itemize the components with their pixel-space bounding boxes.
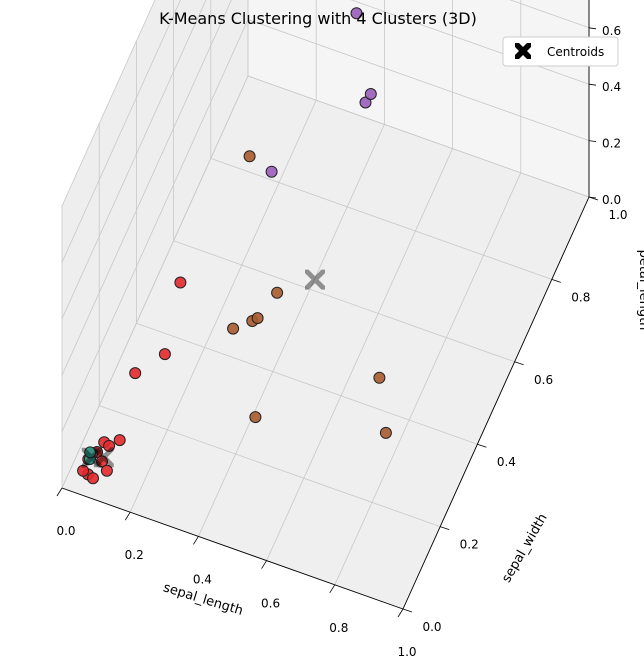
axes-panes <box>62 0 589 609</box>
grid-line <box>247 75 590 198</box>
grid-line <box>136 322 478 445</box>
x-tick <box>261 560 267 569</box>
tick-labels: 0.0 0.0 0.0 0.2 0.2 0.2 0.4 0.4 0.4 0.6 0.6 0.6 0.8 0… <box>56 24 627 658</box>
x-tick <box>193 536 199 545</box>
data-points <box>77 7 392 485</box>
data-point-cluster-purple <box>364 88 377 100</box>
y-tick-label: 0.4 <box>497 455 516 469</box>
grid-line <box>334 172 522 585</box>
y-tick-label: 0.6 <box>534 373 553 387</box>
data-point-cluster-purple <box>359 96 372 109</box>
data-point-cluster-brown <box>249 411 262 424</box>
y-axis-label: sepal_width <box>499 511 550 585</box>
data-point-cluster-purple <box>265 165 278 178</box>
legend: Centroids <box>502 36 619 67</box>
data-point-cluster-red <box>77 464 90 477</box>
z-tick <box>588 83 597 86</box>
y-tick <box>440 526 450 530</box>
data-point-cluster-brown <box>227 322 240 335</box>
data-point-cluster-red <box>103 439 116 452</box>
pane-floor <box>62 76 589 609</box>
y-tick <box>588 196 599 201</box>
data-point-cluster-brown <box>243 150 256 163</box>
data-point-cluster-purple <box>350 7 363 20</box>
centroid-marker <box>81 447 102 468</box>
grid-line <box>509 0 590 29</box>
y-tick-label: 0.0 <box>422 620 441 634</box>
z-tick <box>588 140 597 142</box>
grid-line <box>129 100 317 513</box>
centroid-marker <box>305 269 325 290</box>
data-point-cluster-red <box>129 367 142 380</box>
x-tick <box>56 487 63 497</box>
legend-box <box>502 36 619 67</box>
x-tick-label: 0.6 <box>261 597 280 611</box>
z-tick-label: 0.0 <box>602 193 621 207</box>
y-tick <box>514 361 524 366</box>
grid-line <box>61 0 156 207</box>
data-point-cluster-brown <box>373 371 386 384</box>
grid-line <box>61 75 249 489</box>
y-tick <box>551 279 561 283</box>
x-tick <box>124 511 131 521</box>
z-tick <box>588 27 597 30</box>
legend-centroid-marker <box>515 43 531 59</box>
grid-line <box>61 0 207 319</box>
data-point-cluster-red <box>113 434 126 447</box>
data-point-cluster-red <box>87 472 99 485</box>
y-tick-label: 0.2 <box>460 538 479 552</box>
x-tick-label: 1.0 <box>397 645 416 658</box>
grid-line <box>198 124 385 537</box>
z-tick-label: 0.4 <box>602 80 621 94</box>
z-axis-label: petal_length <box>636 250 644 331</box>
grid-line <box>61 0 232 376</box>
grid-line <box>173 240 515 363</box>
grid-line <box>61 0 181 263</box>
legend-centroids-label: Centroids <box>547 45 604 59</box>
x-axis-line <box>61 487 404 610</box>
z-tick-label: 0.6 <box>602 24 621 38</box>
grid-line <box>247 19 590 141</box>
y-axis-line <box>402 196 590 610</box>
grid-line <box>210 158 552 280</box>
z-tick-label: 0.2 <box>602 137 621 151</box>
data-point-cluster-red <box>100 464 113 477</box>
grid-line <box>99 405 441 527</box>
x-tick <box>397 608 404 618</box>
chart-title: K-Means Clustering with 4 Clusters (3D) <box>159 9 477 28</box>
x-tick-label: 0.4 <box>193 572 212 586</box>
grid-line <box>266 148 453 561</box>
y-tick <box>402 608 413 613</box>
data-point-cluster-red <box>158 348 171 361</box>
y-tick-label: 1.0 <box>608 208 627 222</box>
data-point-cluster-teal <box>84 446 97 459</box>
y-tick <box>477 443 487 448</box>
centroid-marker <box>93 447 114 468</box>
data-point-cluster-brown <box>251 312 264 325</box>
x-tick <box>329 584 336 594</box>
data-point-cluster-red <box>174 276 187 289</box>
x-tick-label: 0.0 <box>56 524 75 538</box>
grid-line <box>61 19 249 432</box>
data-point-cluster-brown <box>271 286 284 299</box>
data-point-cluster-red <box>96 455 108 468</box>
x-tick-label: 0.8 <box>329 621 348 635</box>
y-tick-label: 0.8 <box>571 290 590 304</box>
x-tick-label: 0.2 <box>125 548 144 562</box>
data-point-cluster-brown <box>379 426 392 439</box>
